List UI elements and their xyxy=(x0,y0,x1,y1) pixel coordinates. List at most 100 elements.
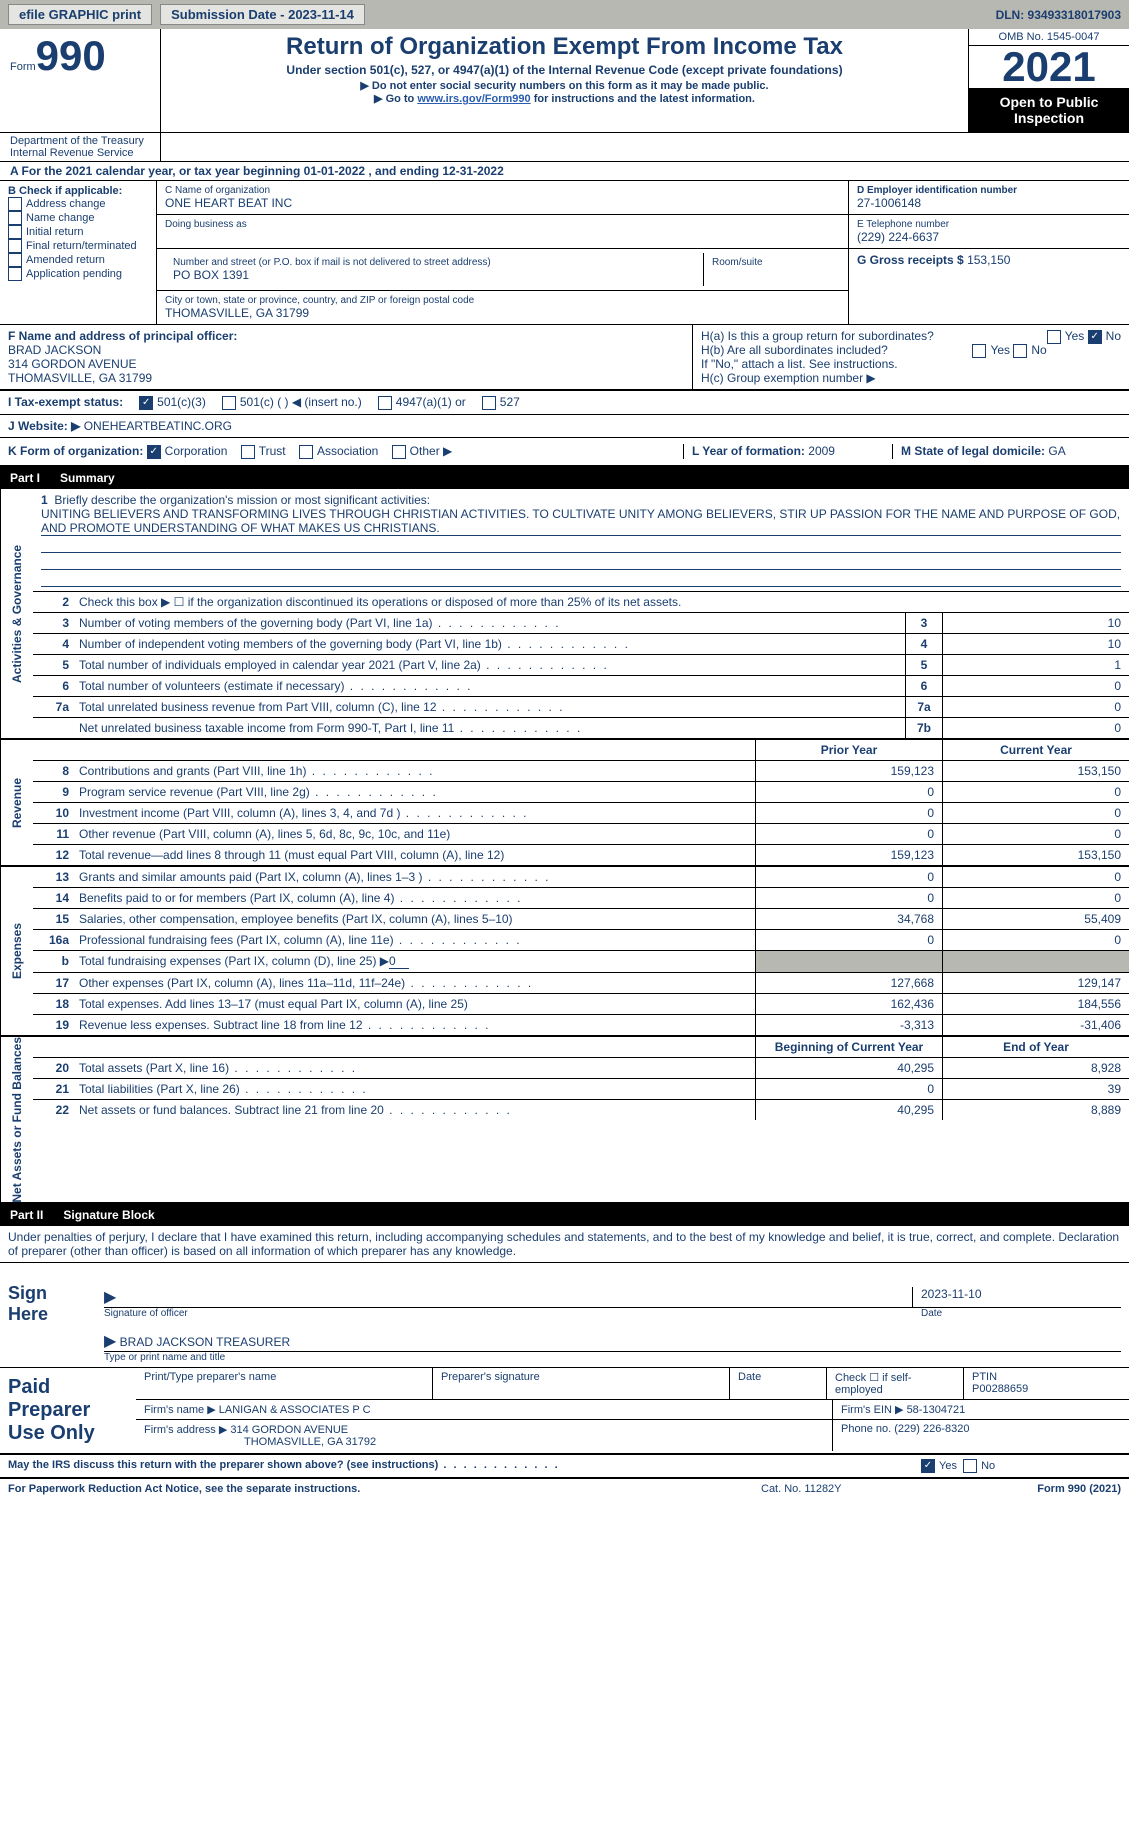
tax-period: A For the 2021 calendar year, or tax yea… xyxy=(0,162,1129,181)
efile-print-button[interactable]: efile GRAPHIC print xyxy=(8,4,152,25)
paperwork-notice: For Paperwork Reduction Act Notice, see … xyxy=(8,1483,761,1495)
hb-yes-checkbox[interactable] xyxy=(972,344,986,358)
room-label: Room/suite xyxy=(712,257,832,268)
firm-ein: 58-1304721 xyxy=(907,1404,966,1416)
firm-name-label: Firm's name ▶ xyxy=(144,1404,216,1416)
form-footer: Form 990 (2021) xyxy=(961,1483,1121,1495)
l21c: 39 xyxy=(942,1079,1129,1099)
officer-name-title: BRAD JACKSON TREASURER xyxy=(120,1335,290,1349)
l20p: 40,295 xyxy=(755,1058,942,1078)
ptin-label: PTIN xyxy=(972,1371,997,1383)
sig-officer-label: Signature of officer xyxy=(104,1308,921,1319)
kform-label: K Form of organization: xyxy=(8,444,143,458)
year-formation-label: L Year of formation: xyxy=(692,444,805,458)
l13p: 0 xyxy=(755,867,942,887)
l10c: 0 xyxy=(942,803,1129,823)
sig-date: 2023-11-10 xyxy=(912,1287,1121,1307)
l7b-val: 0 xyxy=(942,718,1129,738)
l9c: 0 xyxy=(942,782,1129,802)
side-activities: Activities & Governance xyxy=(0,489,33,738)
side-expenses: Expenses xyxy=(0,867,33,1035)
4947-checkbox[interactable] xyxy=(378,396,392,410)
topbar: efile GRAPHIC print Submission Date - 20… xyxy=(0,0,1129,29)
subtitle: Under section 501(c), 527, or 4947(a)(1)… xyxy=(171,63,958,77)
l14p: 0 xyxy=(755,888,942,908)
firm-addr2: THOMASVILLE, GA 31792 xyxy=(244,1436,376,1448)
l10p: 0 xyxy=(755,803,942,823)
l11p: 0 xyxy=(755,824,942,844)
discuss-no-checkbox[interactable] xyxy=(963,1459,977,1473)
501c3-checkbox[interactable] xyxy=(139,396,153,410)
527-checkbox[interactable] xyxy=(482,396,496,410)
ha-yes-checkbox[interactable] xyxy=(1047,330,1061,344)
l1-label: Briefly describe the organization's miss… xyxy=(54,493,430,507)
l16a: Professional fundraising fees (Part IX, … xyxy=(75,930,755,950)
part1-header: Part ISummary xyxy=(0,467,1129,489)
l8c: 153,150 xyxy=(942,761,1129,781)
self-employed-check[interactable]: Check ☐ if self-employed xyxy=(827,1368,964,1399)
name-change-checkbox[interactable] xyxy=(8,211,22,225)
street-label: Number and street (or P.O. box if mail i… xyxy=(173,257,695,268)
l3-val: 10 xyxy=(942,613,1129,633)
ha-no-checkbox[interactable] xyxy=(1088,330,1102,344)
prep-phone: (229) 226-8320 xyxy=(894,1423,969,1435)
tax-status-label: I Tax-exempt status: xyxy=(8,395,123,409)
type-name-label: Type or print name and title xyxy=(104,1352,1121,1363)
corp-checkbox[interactable] xyxy=(147,445,161,459)
firm-addr1: 314 GORDON AVENUE xyxy=(230,1424,348,1436)
irs-link[interactable]: www.irs.gov/Form990 xyxy=(417,93,530,105)
final-return-checkbox[interactable] xyxy=(8,239,22,253)
amended-checkbox[interactable] xyxy=(8,253,22,267)
l22c: 8,889 xyxy=(942,1100,1129,1120)
l4-val: 10 xyxy=(942,634,1129,654)
instruction-2: ▶ Go to www.irs.gov/Form990 for instruct… xyxy=(171,92,958,105)
l8: Contributions and grants (Part VIII, lin… xyxy=(75,761,755,781)
mission-text: UNITING BELIEVERS AND TRANSFORMING LIVES… xyxy=(41,507,1121,536)
discuss-yes-checkbox[interactable] xyxy=(921,1459,935,1473)
l4: Number of independent voting members of … xyxy=(75,634,905,654)
end-year-header: End of Year xyxy=(942,1037,1129,1057)
app-pending-checkbox[interactable] xyxy=(8,267,22,281)
assoc-checkbox[interactable] xyxy=(299,445,313,459)
l16b: Total fundraising expenses (Part IX, col… xyxy=(75,951,755,972)
l9p: 0 xyxy=(755,782,942,802)
city-label: City or town, state or province, country… xyxy=(165,295,840,306)
l21: Total liabilities (Part X, line 26) xyxy=(75,1079,755,1099)
501c-checkbox[interactable] xyxy=(222,396,236,410)
l17p: 127,668 xyxy=(755,973,942,993)
hb-no-checkbox[interactable] xyxy=(1013,344,1027,358)
state-domicile: GA xyxy=(1048,444,1065,458)
l19c: -31,406 xyxy=(942,1015,1129,1035)
l18: Total expenses. Add lines 13–17 (must eq… xyxy=(75,994,755,1014)
l19p: -3,313 xyxy=(755,1015,942,1035)
state-label: M State of legal domicile: xyxy=(901,444,1045,458)
tax-year: 2021 xyxy=(969,46,1129,88)
l21p: 0 xyxy=(755,1079,942,1099)
form-number: 990 xyxy=(36,32,106,79)
form-label: Form xyxy=(10,61,36,73)
begin-year-header: Beginning of Current Year xyxy=(755,1037,942,1057)
cat-number: Cat. No. 11282Y xyxy=(761,1483,961,1495)
hb-note: If "No," attach a list. See instructions… xyxy=(701,357,1121,371)
l17: Other expenses (Part IX, column (A), lin… xyxy=(75,973,755,993)
l20: Total assets (Part X, line 16) xyxy=(75,1058,755,1078)
l11: Other revenue (Part VIII, column (A), li… xyxy=(75,824,755,844)
l20c: 8,928 xyxy=(942,1058,1129,1078)
l12c: 153,150 xyxy=(942,845,1129,865)
current-year-header: Current Year xyxy=(942,740,1129,760)
initial-return-checkbox[interactable] xyxy=(8,225,22,239)
sign-here-label: Sign Here xyxy=(0,1263,96,1367)
l14c: 0 xyxy=(942,888,1129,908)
open-inspection: Open to Public Inspection xyxy=(969,88,1129,132)
l14: Benefits paid to or for members (Part IX… xyxy=(75,888,755,908)
website-url: ONEHEARTBEATINC.ORG xyxy=(84,419,232,433)
l22p: 40,295 xyxy=(755,1100,942,1120)
other-checkbox[interactable] xyxy=(392,445,406,459)
l15p: 34,768 xyxy=(755,909,942,929)
trust-checkbox[interactable] xyxy=(241,445,255,459)
hb-label: H(b) Are all subordinates included? xyxy=(701,343,888,357)
year-formation: 2009 xyxy=(808,444,835,458)
l19: Revenue less expenses. Subtract line 18 … xyxy=(75,1015,755,1035)
addr-change-checkbox[interactable] xyxy=(8,197,22,211)
officer-label: F Name and address of principal officer: xyxy=(8,329,684,343)
